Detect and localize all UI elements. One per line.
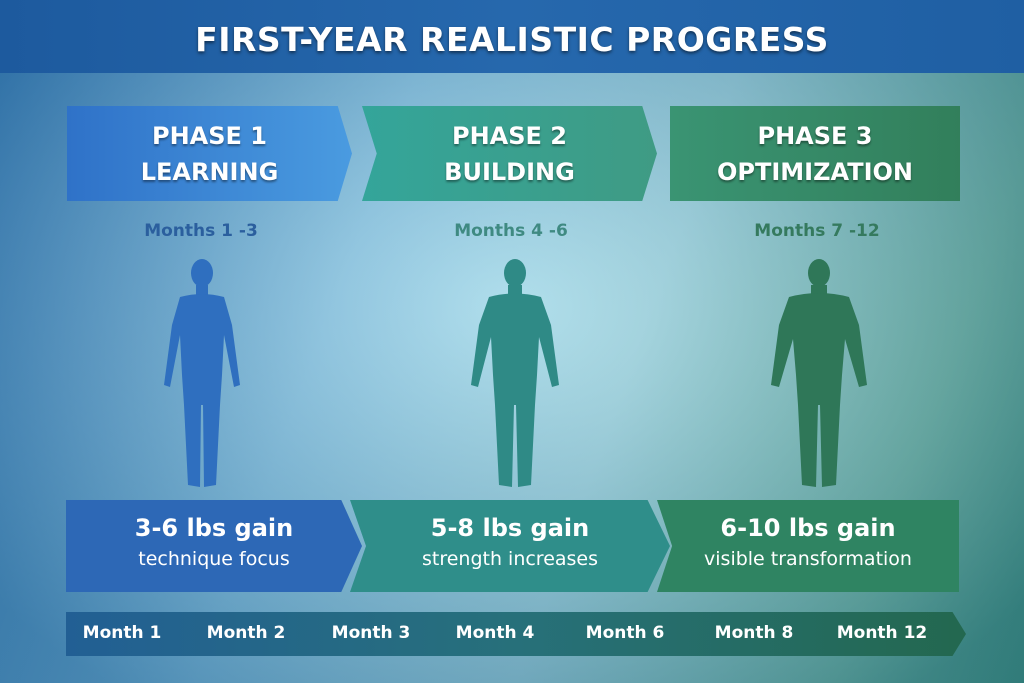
phase-2-gain-box: 5-8 lbs gain strength increases: [350, 500, 670, 592]
timeline-bar: [66, 612, 966, 656]
timeline-label: Month 2: [206, 623, 286, 643]
timeline-label: Month 12: [836, 623, 928, 643]
timeline-label: Month 4: [455, 623, 535, 643]
human-silhouette-icon: [164, 259, 240, 487]
timeline-label: Month 1: [82, 623, 162, 643]
timeline-label: Month 8: [714, 623, 794, 643]
phase-name: LEARNING: [140, 158, 279, 186]
human-silhouette-icon: [471, 259, 559, 487]
header-band: [0, 0, 1024, 73]
phase-2-months: Months 4 -6: [454, 221, 568, 241]
gain-amount: 5-8 lbs gain: [430, 514, 590, 542]
gain-amount: 3-6 lbs gain: [134, 514, 294, 542]
phase-label: PHASE 3: [757, 122, 873, 150]
phase-name: OPTIMIZATION: [716, 158, 913, 186]
gain-note: technique focus: [138, 548, 290, 570]
page-title: FIRST-YEAR REALISTIC PROGRESS: [195, 20, 829, 59]
phase-name: BUILDING: [444, 158, 575, 186]
phase-1-banner: PHASE 1 LEARNING: [67, 106, 352, 201]
timeline-label: Month 6: [585, 623, 665, 643]
phase-3-banner: PHASE 3 OPTIMIZATION: [670, 106, 960, 201]
timeline-label: Month 3: [331, 623, 411, 643]
phase-2-banner: PHASE 2 BUILDING: [362, 106, 657, 201]
phase-1-months: Months 1 -3: [144, 221, 258, 241]
human-silhouette-icon: [771, 259, 867, 487]
phase-label: PHASE 2: [452, 122, 567, 150]
phase-3-months: Months 7 -12: [754, 221, 880, 241]
phase-3-gain-box: 6-10 lbs gain visible transformation: [657, 500, 959, 592]
phase-1-gain-box: 3-6 lbs gain technique focus: [66, 500, 362, 592]
phase-label: PHASE 1: [152, 122, 267, 150]
gain-note: strength increases: [421, 548, 599, 570]
gain-note: visible transformation: [704, 548, 912, 570]
gain-amount: 6-10 lbs gain: [720, 514, 896, 542]
